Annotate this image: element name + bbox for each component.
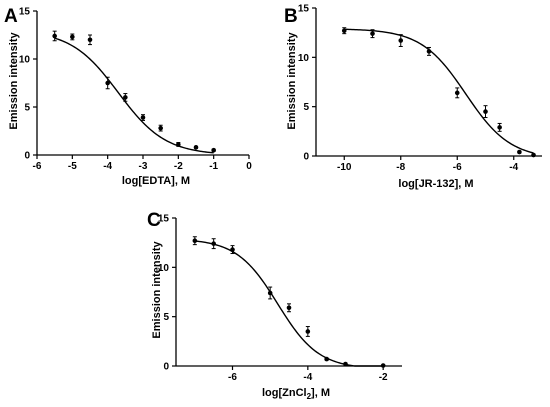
x-tick-label: -10 xyxy=(337,162,352,173)
y-axis-label: Emission intensity xyxy=(8,32,20,130)
data-point xyxy=(70,34,75,40)
data-point xyxy=(517,149,522,155)
data-point xyxy=(158,125,163,131)
x-axis-label: log[JR-132], M xyxy=(398,178,473,190)
data-point xyxy=(211,241,216,246)
panel-letter: B xyxy=(284,6,298,27)
data-point xyxy=(483,109,488,114)
data-point xyxy=(370,31,375,36)
panel-letter: C xyxy=(147,210,161,231)
fit-curve xyxy=(54,37,214,154)
panel-a: A 0 5 10 15 -6 -5 -4 -3 -2 -1 0 log[EDTA], M Emiss… xyxy=(4,6,252,187)
y-tick-label: 5 xyxy=(163,312,169,323)
data-point xyxy=(426,49,432,54)
y-tick-label: 5 xyxy=(24,103,30,114)
y-tick-label: 10 xyxy=(298,53,310,64)
data-point xyxy=(267,290,273,296)
data-point xyxy=(286,305,292,311)
x-tick-label: 0 xyxy=(246,161,252,172)
x-tick-label: -4 xyxy=(103,161,112,172)
data-point xyxy=(176,142,181,147)
data-point xyxy=(341,28,347,33)
x-tick-label: -8 xyxy=(396,162,405,173)
y-tick-label: 15 xyxy=(19,7,31,18)
y-tick-label: 10 xyxy=(158,263,170,274)
y-tick-label: 15 xyxy=(298,4,310,15)
data-point xyxy=(454,90,460,96)
x-tick-label: -6 xyxy=(453,162,462,173)
x-tick-label: -2 xyxy=(379,372,388,383)
data-point xyxy=(305,329,311,334)
data-point xyxy=(105,80,110,86)
fit-curve xyxy=(344,28,534,154)
data-point xyxy=(230,247,235,252)
data-point xyxy=(398,38,404,43)
panel-b: B 0 5 10 15 -10 -8 -6 -4 log[JR-132], M Emissio… xyxy=(284,4,542,190)
y-tick-label: 10 xyxy=(19,55,31,66)
x-tick-label: -5 xyxy=(68,161,77,172)
data-point xyxy=(193,145,199,150)
x-axis-label: log[EDTA], M xyxy=(122,175,190,187)
x-tick-label: -3 xyxy=(139,161,148,172)
x-tick-label: -1 xyxy=(209,161,218,172)
y-tick-label: 15 xyxy=(158,214,170,225)
x-tick-label: -2 xyxy=(174,161,183,172)
data-point xyxy=(324,356,329,362)
panel-letter: A xyxy=(4,6,18,27)
x-axis-label: log[ZnCl2], M xyxy=(262,387,330,401)
y-tick-label: 5 xyxy=(303,102,309,113)
x-axis-label-tail: ], M xyxy=(311,387,330,399)
x-axis-label-main: log[ZnCl xyxy=(262,387,307,399)
x-tick-label: -4 xyxy=(303,372,312,383)
data-point xyxy=(140,115,146,120)
data-point xyxy=(87,37,93,43)
data-point xyxy=(123,95,128,100)
y-tick-label: 0 xyxy=(24,151,30,162)
y-tick-label: 0 xyxy=(163,362,169,373)
data-point xyxy=(343,361,348,367)
x-tick-label: -6 xyxy=(228,372,237,383)
y-tick-label: 0 xyxy=(303,152,309,163)
x-tick-label: -4 xyxy=(509,162,518,173)
data-point xyxy=(52,33,57,39)
x-axis-label-subscript: 2 xyxy=(307,392,312,401)
data-point xyxy=(211,147,216,153)
data-point xyxy=(497,125,502,130)
data-point xyxy=(192,238,198,243)
y-axis-label: Emission intensity xyxy=(286,32,298,130)
panel-c: C 0 5 10 15 -6 -4 -2 log[ZnCl2], M Emission in… xyxy=(147,210,402,401)
y-axis-label: Emission intensity xyxy=(151,241,163,339)
x-tick-label: -6 xyxy=(33,161,42,172)
